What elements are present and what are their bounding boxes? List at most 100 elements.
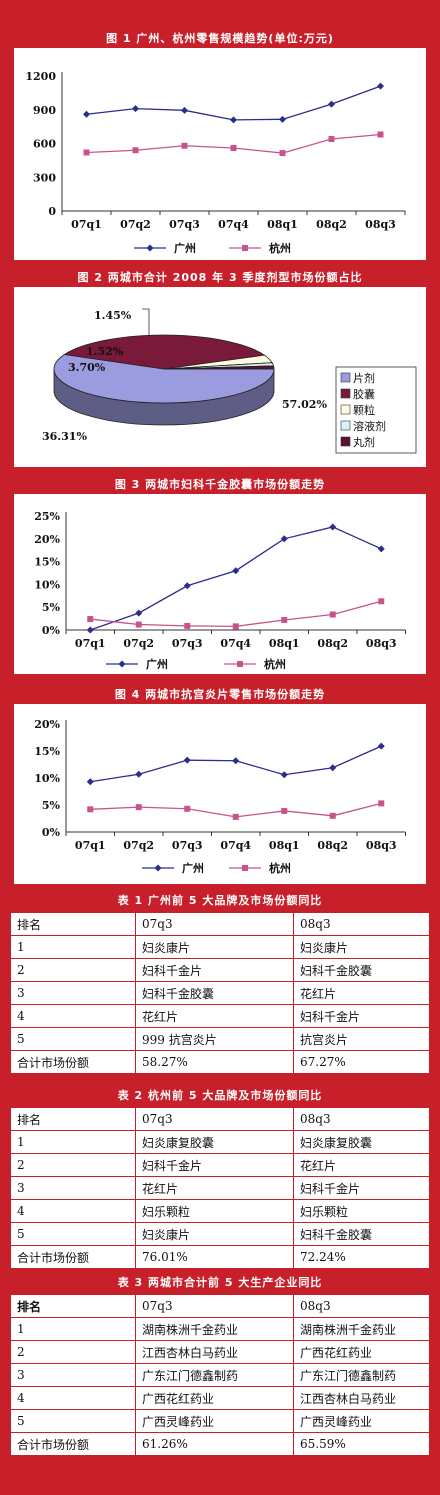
cell-total-08q3: 72.24% (293, 1245, 430, 1269)
data-point (181, 142, 188, 149)
x-tick-label: 07q1 (75, 637, 106, 650)
x-tick-label: 08q2 (317, 839, 348, 852)
y-tick-label: 1200 (25, 70, 56, 83)
x-tick-label: 07q2 (123, 637, 154, 650)
cell-total-08q3: 67.27% (293, 1050, 430, 1074)
cell-08q3: 江西杏林白马药业 (293, 1386, 430, 1410)
cell-07q3: 江西杏林白马药业 (135, 1340, 294, 1364)
x-tick-label: 08q1 (269, 637, 300, 650)
table-header-row: 排名 07q3 08q3 (10, 912, 430, 936)
data-point (377, 131, 384, 138)
cell-07q3: 花红片 (135, 1004, 294, 1028)
cell-rank: 4 (10, 1386, 136, 1410)
cell-07q3: 广东江门德鑫制药 (135, 1363, 294, 1387)
y-tick-label: 25% (34, 510, 60, 523)
data-point (83, 149, 90, 156)
data-point (329, 764, 337, 772)
x-tick-label: 07q1 (71, 218, 102, 231)
data-point (132, 147, 139, 154)
cell-total-07q3: 58.27% (135, 1050, 294, 1074)
legend-swatch (340, 388, 351, 399)
data-point (232, 567, 240, 575)
legend-label: 杭州 (269, 861, 291, 875)
table3-title: 表 3 两城市合计前 5 大生产企业同比 (117, 1276, 323, 1289)
table-total-row: 合计市场份额 58.27% 67.27% (10, 1050, 430, 1074)
x-tick-label: 08q2 (316, 218, 347, 231)
data-point (181, 106, 188, 114)
cell-rank: 2 (10, 1340, 136, 1364)
x-tick-label: 08q1 (269, 839, 300, 852)
header-08q3: 08q3 (293, 912, 430, 936)
x-tick-label: 08q1 (267, 218, 298, 231)
table-row: 4 广西花红药业 江西杏林白马药业 (10, 1386, 430, 1410)
y-tick-label: 20% (34, 718, 60, 731)
fig4-line-chart: 0% 5% 10% 15% 20% 07q1 07q2 07q3 07q4 08q1 08q2 08q… (34, 718, 406, 875)
cell-08q3: 花红片 (293, 1153, 430, 1177)
table-row: 3 花红片 妇科千金片 (10, 1176, 430, 1200)
legend-marker (154, 864, 162, 872)
y-tick-label: 300 (33, 171, 56, 184)
cell-07q3: 湖南株洲千金药业 (135, 1317, 294, 1341)
data-point (329, 611, 336, 618)
y-tick-label: 15% (34, 745, 60, 758)
pie-slice-胶囊 (63, 334, 266, 370)
header-rank: 排名 (10, 1107, 136, 1131)
data-point (132, 105, 139, 113)
cell-total-08q3: 65.59% (293, 1432, 430, 1456)
legend-label: 胶囊 (353, 387, 375, 401)
cell-08q3: 广西花红药业 (293, 1340, 430, 1364)
data-point (279, 150, 286, 157)
fig1-title: 图 1 广州、杭州零售规模趋势(单位:万元) (106, 32, 334, 45)
cell-08q3: 抗宫炎片 (293, 1027, 430, 1051)
cell-rank: 2 (10, 958, 136, 982)
data-point (184, 805, 191, 812)
table-row: 4 妇乐颗粒 妇乐颗粒 (10, 1199, 430, 1223)
table-row: 1 湖南株洲千金药业 湖南株洲千金药业 (10, 1317, 430, 1341)
y-tick-label: 0 (48, 205, 56, 218)
legend-marker (146, 244, 154, 252)
legend-swatch (340, 372, 351, 383)
x-tick-label: 08q3 (366, 637, 397, 650)
cell-07q3: 妇乐颗粒 (135, 1199, 294, 1223)
legend-marker (242, 245, 248, 251)
y-tick-label: 0% (42, 826, 61, 839)
x-tick-label: 07q3 (172, 637, 203, 650)
y-tick-label: 600 (33, 138, 56, 151)
table-row: 5 妇炎康片 妇科千金胶囊 (10, 1222, 430, 1246)
data-point (279, 115, 286, 123)
cell-07q3: 广西花红药业 (135, 1386, 294, 1410)
series-line-guangzhou (90, 526, 382, 631)
pie-value-label: 57.02% (282, 398, 327, 411)
cell-08q3: 妇科千金胶囊 (293, 958, 430, 982)
legend-label: 广州 (182, 861, 204, 875)
cell-07q3: 妇科千金胶囊 (135, 981, 294, 1005)
x-tick-label: 07q1 (75, 839, 106, 852)
fig3-title: 图 3 两城市妇科千金胶囊市场份额走势 (114, 478, 326, 491)
cell-07q3: 妇科千金片 (135, 958, 294, 982)
data-point (83, 110, 90, 118)
table-row: 2 妇科千金片 妇科千金胶囊 (10, 958, 430, 982)
cell-08q3: 妇炎康片 (293, 935, 430, 959)
cell-rank: 5 (10, 1027, 136, 1051)
cell-07q3: 妇炎康片 (135, 1222, 294, 1246)
x-tick-label: 07q3 (172, 839, 203, 852)
table-header-row: 排名 07q3 08q3 (10, 1107, 430, 1131)
legend-label: 溶液剂 (353, 419, 386, 433)
legend-label: 丸剂 (353, 435, 375, 449)
fig4-title: 图 4 两城市抗宫炎片零售市场份额走势 (114, 688, 326, 701)
table2: 排名 07q3 08q3 1 妇炎康复胶囊 妇炎康复胶囊 2 妇科千金片 花红片 3 花红… (10, 1107, 430, 1269)
data-point (230, 145, 237, 151)
pie-value-label: 1.45% (94, 309, 132, 322)
cell-rank: 2 (10, 1153, 136, 1177)
table-row: 5 广西灵峰药业 广西灵峰药业 (10, 1409, 430, 1433)
data-point (135, 804, 142, 811)
pie-value-label: 36.31% (42, 430, 87, 443)
cell-08q3: 妇科千金胶囊 (293, 1222, 430, 1246)
header-07q3: 07q3 (135, 1294, 294, 1318)
data-point (378, 800, 385, 807)
table-total-row: 合计市场份额 76.01% 72.24% (10, 1245, 430, 1269)
legend-label: 广州 (174, 241, 196, 255)
table-total-row: 合计市场份额 61.26% 65.59% (10, 1432, 430, 1456)
fig1-panel: 0 300 600 900 1200 07q1 07q2 07q3 07q4 08q1 08q2 08… (14, 48, 426, 260)
